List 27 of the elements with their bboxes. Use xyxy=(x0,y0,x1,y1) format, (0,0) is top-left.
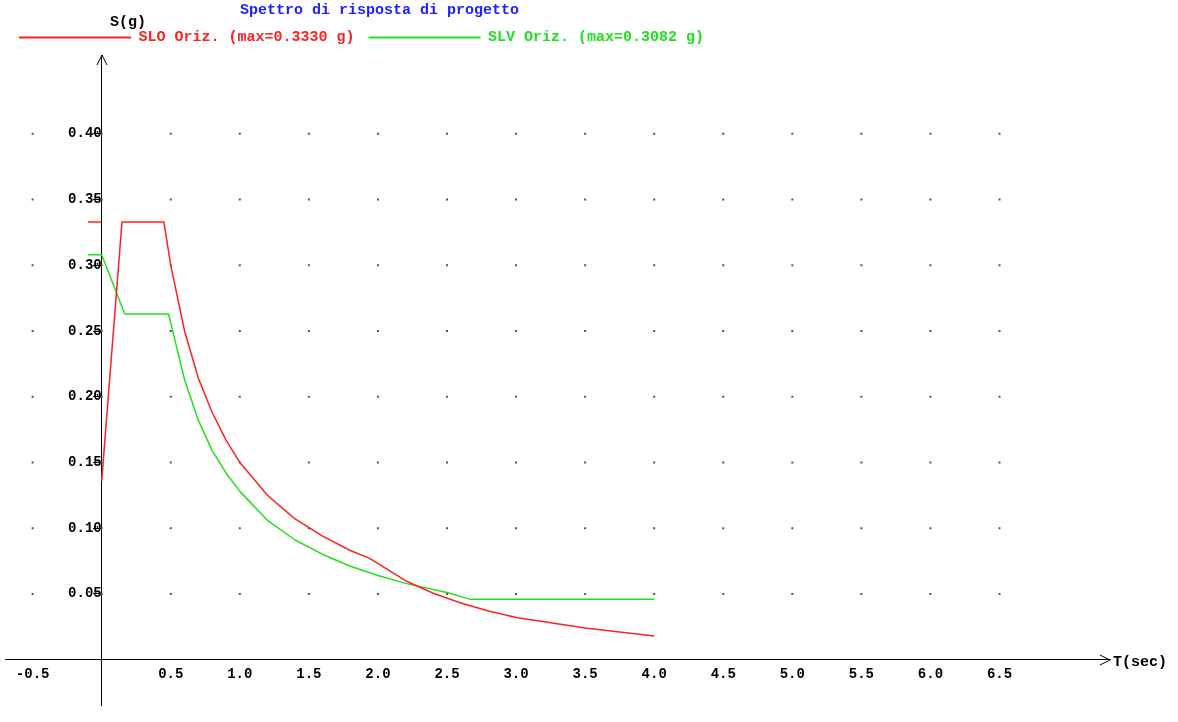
x-tick-label: 1.0 xyxy=(227,665,253,682)
x-tick-label: 2.0 xyxy=(365,665,391,682)
y-tick-label: 0.10 xyxy=(68,519,102,536)
x-tick-label: 6.0 xyxy=(917,665,944,682)
y-tick-label: 0.20 xyxy=(68,388,102,405)
x-tick-label: 6.5 xyxy=(986,665,1013,682)
y-axis-title: S(g) xyxy=(110,14,147,31)
x-tick-label: 3.0 xyxy=(503,665,529,682)
x-tick-label: 1.5 xyxy=(296,665,322,682)
y-tick-label: 0.35 xyxy=(68,191,102,208)
y-tick-label: 0.15 xyxy=(68,453,102,470)
text: SLO Oriz. (max=0.3330 g) xyxy=(138,29,355,47)
x-tick-label: 2.5 xyxy=(434,665,460,682)
x-tick-label: 4.5 xyxy=(710,665,736,682)
y-tick-label: 0.05 xyxy=(68,585,102,602)
x-tick-label: 0.5 xyxy=(158,665,184,682)
x-axis-title: T(sec) xyxy=(1113,654,1168,671)
y-tick-label: 0.30 xyxy=(68,256,102,273)
chart-title: Spettro di risposta di progetto xyxy=(240,2,520,19)
x-tick-label: 5.5 xyxy=(848,665,874,682)
x-tick-label: -0.5 xyxy=(15,665,50,682)
y-tick-label: 0.25 xyxy=(68,322,102,339)
x-tick-label: 5.0 xyxy=(779,665,805,682)
text: SLV Oriz. (max=0.3082 g) xyxy=(488,29,705,47)
y-tick-label: 0.40 xyxy=(68,125,102,142)
x-tick-label: 4.0 xyxy=(641,665,667,682)
x-tick-label: 3.5 xyxy=(572,665,598,682)
